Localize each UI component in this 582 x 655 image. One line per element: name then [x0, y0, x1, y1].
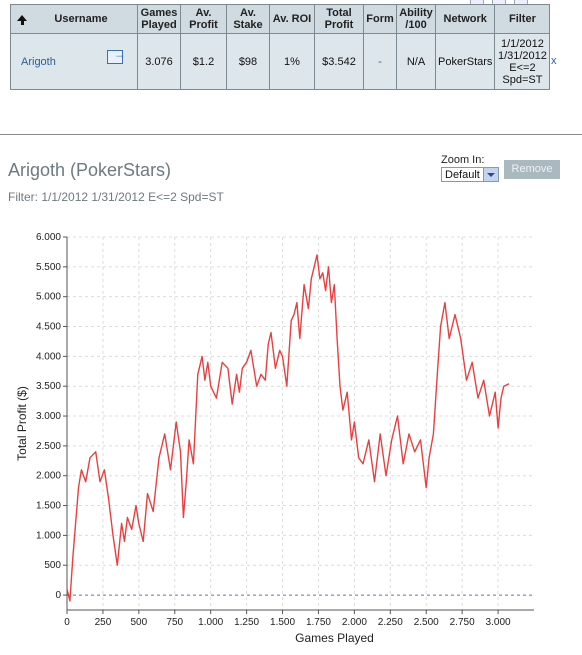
zoom-select[interactable]: Default [441, 167, 499, 182]
sort-up-icon[interactable] [17, 15, 27, 25]
column-header-av-roi[interactable]: Av. ROI [269, 4, 315, 34]
x-tick-label: 1.250 [234, 617, 259, 628]
network-value: PokerStars [434, 33, 496, 90]
form-value: - [363, 33, 397, 90]
filter-line: 1/31/2012 [497, 49, 547, 62]
remove-row-close-icon[interactable]: x [551, 55, 557, 67]
username-cell: Arigoth [10, 33, 138, 90]
export-icon[interactable] [107, 47, 126, 64]
username-link[interactable]: Arigoth [21, 56, 56, 68]
x-tick-label: 2.250 [378, 617, 403, 628]
zoom-label: Zoom In: [441, 154, 485, 166]
y-tick-label: 2.500 [36, 441, 61, 452]
column-header-av-stake[interactable]: Av. Stake [226, 4, 270, 34]
zoom-select-value: Default [445, 169, 480, 181]
table-header-row: Username Games Played Av. Profit Av. Sta… [10, 4, 551, 34]
x-tick-label: 0 [64, 617, 70, 628]
ability-value: N/A [396, 33, 436, 90]
filter-line: E<=2 [509, 61, 536, 74]
y-tick-label: 1.500 [36, 501, 61, 512]
y-tick-label: 6.000 [36, 232, 61, 243]
column-header-filter[interactable]: Filter [494, 4, 551, 34]
column-header-games-played[interactable]: Games Played [137, 4, 181, 34]
y-tick-label: 1.000 [36, 530, 61, 541]
x-tick-label: 250 [95, 617, 112, 628]
plot-area [67, 237, 534, 610]
x-tick-label: 750 [166, 617, 183, 628]
y-axis-label: Total Profit ($) [15, 386, 29, 461]
x-tick-label: 1.000 [198, 617, 223, 628]
y-tick-label: 3.500 [36, 381, 61, 392]
player-stats-table: Username Games Played Av. Profit Av. Sta… [10, 4, 551, 90]
x-tick-label: 500 [131, 617, 148, 628]
table-row: Arigoth 3.076 $1.2 $98 1% $3.542 - N/A P… [10, 33, 551, 90]
profit-series-line [66, 254, 510, 602]
x-axis-label: Games Played [295, 631, 374, 645]
player-title: Arigoth (PokerStars) [8, 160, 172, 180]
filter-line: Spd=ST [502, 73, 543, 86]
games-played-value: 3.076 [137, 33, 181, 90]
column-header-form[interactable]: Form [363, 4, 397, 34]
filter-value: 1/1/2012 1/31/2012 E<=2 Spd=ST [494, 33, 551, 90]
filter-description: Filter: 1/1/2012 1/31/2012 E<=2 Spd=ST [8, 190, 224, 204]
remove-button[interactable]: Remove [504, 160, 560, 179]
av-profit-value: $1.2 [180, 33, 227, 90]
y-tick-label: 3.000 [36, 411, 61, 422]
x-tick-label: 2.000 [342, 617, 367, 628]
x-tick-label: 1.750 [306, 617, 331, 628]
x-tick-label: 2.750 [450, 617, 475, 628]
filter-line: 1/1/2012 [501, 37, 544, 50]
y-tick-label: 500 [44, 560, 61, 571]
y-tick-label: 5.000 [36, 292, 61, 303]
x-tick-label: 2.500 [414, 617, 439, 628]
y-tick-label: 2.000 [36, 471, 61, 482]
av-stake-value: $98 [226, 33, 270, 90]
column-header-username[interactable]: Username [10, 4, 138, 34]
chevron-down-icon[interactable] [483, 168, 498, 181]
total-profit-value: $3.542 [314, 33, 364, 90]
y-tick-label: 0 [55, 590, 61, 601]
section-divider [0, 134, 582, 135]
profit-chart: 0 250 500 750 1.000 1.250 1.500 1.750 2.000 2.250… [15, 232, 534, 645]
y-tick-label: 4.500 [36, 322, 61, 333]
column-header-ability[interactable]: Ability /100 [396, 4, 436, 34]
av-roi-value: 1% [269, 33, 315, 90]
column-header-network[interactable]: Network [434, 4, 496, 34]
x-tick-label: 3.000 [486, 617, 511, 628]
y-tick-label: 5.500 [36, 262, 61, 273]
column-header-total-profit[interactable]: Total Profit [314, 4, 364, 34]
x-tick-label: 1.500 [270, 617, 295, 628]
y-tick-label: 4.000 [36, 351, 61, 362]
column-header-av-profit[interactable]: Av. Profit [180, 4, 227, 34]
